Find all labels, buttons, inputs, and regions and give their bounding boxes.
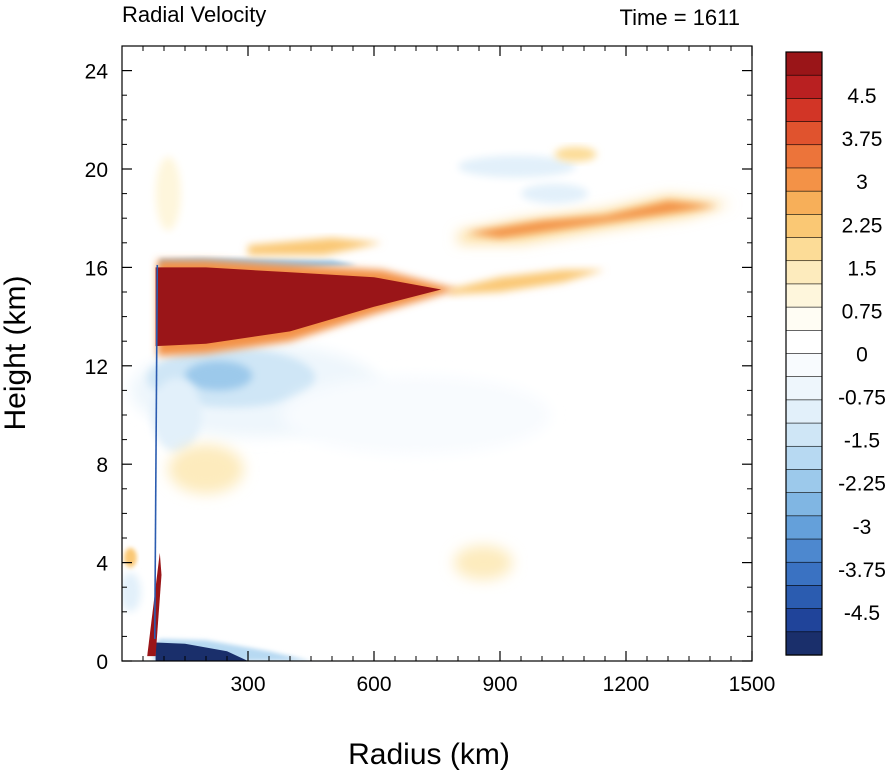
- colorbar-level: [785, 283, 823, 308]
- outer-outflow-speck: [554, 146, 597, 162]
- colorbar-level: [785, 469, 823, 494]
- y-tick-label: 4: [96, 553, 108, 576]
- eyewall-inflow: [151, 378, 202, 452]
- colorbar-level: [785, 376, 823, 401]
- colorbar-level: [785, 585, 823, 610]
- colorbar-level: [785, 492, 823, 517]
- colorbar-tick-label: 1.5: [847, 257, 876, 280]
- colorbar-level: [785, 538, 823, 563]
- outflow-jet-core: [155, 267, 442, 347]
- colorbar-frame: [785, 51, 823, 656]
- colorbar-level: [785, 214, 823, 239]
- colorbar-level: [785, 121, 823, 146]
- colorbar-level: [785, 608, 823, 633]
- x-tick-label: 1200: [603, 673, 650, 696]
- colorbar-level: [785, 190, 823, 215]
- colorbar-tick-label: 3: [856, 171, 868, 194]
- outer-band-upper-core: [466, 201, 719, 238]
- colorbar-level: [785, 353, 823, 378]
- colorbar-level: [785, 330, 823, 355]
- chart-subtitle: Time = 1611: [620, 5, 740, 30]
- y-tick-label: 12: [85, 356, 108, 379]
- colorbar-level: [785, 51, 823, 76]
- low-warm-patch-a: [168, 444, 244, 494]
- colorbar-tick-label: 2.25: [842, 214, 883, 237]
- y-axis-label: Height (km): [0, 275, 32, 430]
- colorbar-tick-label: 0: [856, 344, 868, 367]
- velocity-field: [122, 146, 731, 661]
- y-tick-label: 0: [96, 651, 108, 674]
- y-tick-label: 8: [96, 454, 108, 477]
- x-tick-label: 900: [482, 673, 517, 696]
- colorbar-tick-label: 4.5: [847, 85, 876, 108]
- y-tick-label: 20: [85, 159, 108, 182]
- colorbar-level: [785, 144, 823, 169]
- colorbar-tick-label: -0.75: [838, 387, 886, 410]
- mid-inflow-outer: [281, 375, 551, 455]
- x-tick-label: 300: [230, 673, 265, 696]
- colorbar-tick-label: -3.75: [838, 559, 886, 582]
- colorbar-tick-label: -4.5: [844, 602, 880, 625]
- colorbar-level: [785, 260, 823, 285]
- axis-ticks: 300 600 900 1200 1500 0 4 8 12 16 20 24: [85, 46, 776, 696]
- outer-band-lower: [449, 269, 605, 295]
- upper-warm-streak: [248, 237, 383, 256]
- upper-warm-patch: [155, 156, 181, 231]
- colorbar-level: [785, 306, 823, 331]
- plot-area: [122, 46, 752, 661]
- boundary-inflow-core: [155, 642, 248, 661]
- chart-title: Radial Velocity: [122, 2, 266, 27]
- colorbar-level: [785, 237, 823, 262]
- colorbar-level: [785, 399, 823, 424]
- colorbar-tick-label: 3.75: [842, 128, 883, 151]
- colorbar-level: [785, 167, 823, 192]
- colorbar-level: [785, 98, 823, 123]
- colorbar-tick-label: -1.5: [844, 430, 880, 453]
- x-tick-label: 1500: [729, 673, 776, 696]
- x-tick-label: 600: [356, 673, 391, 696]
- y-tick-label: 24: [85, 61, 109, 84]
- inner-inflow-speck: [122, 572, 141, 612]
- colorbar-level: [785, 74, 823, 99]
- colorbar-level: [785, 422, 823, 447]
- colorbar: 4.5 3.75 3 2.25 1.5 0.75 0 -0.75 -1.5 -2.25 -3 -3.7…: [785, 51, 886, 656]
- colorbar-level: [785, 445, 823, 471]
- colorbar-tick-label: -3: [853, 516, 872, 539]
- inner-outflow-speck: [124, 547, 137, 568]
- outer-inflow-band-upper: [458, 155, 576, 178]
- mid-inflow-max: [185, 360, 253, 391]
- colorbar-tick-label: 0.75: [842, 300, 883, 323]
- outer-inflow-band-lower: [521, 183, 589, 204]
- y-tick-label: 16: [85, 257, 108, 280]
- colorbar-level: [785, 561, 823, 587]
- colorbar-level: [785, 515, 823, 540]
- rmw-line: [153, 264, 159, 639]
- x-axis-label: Radius (km): [348, 738, 510, 771]
- low-warm-patch-b: [453, 545, 513, 580]
- colorbar-level: [785, 631, 823, 656]
- colorbar-tick-label: -2.25: [838, 473, 886, 496]
